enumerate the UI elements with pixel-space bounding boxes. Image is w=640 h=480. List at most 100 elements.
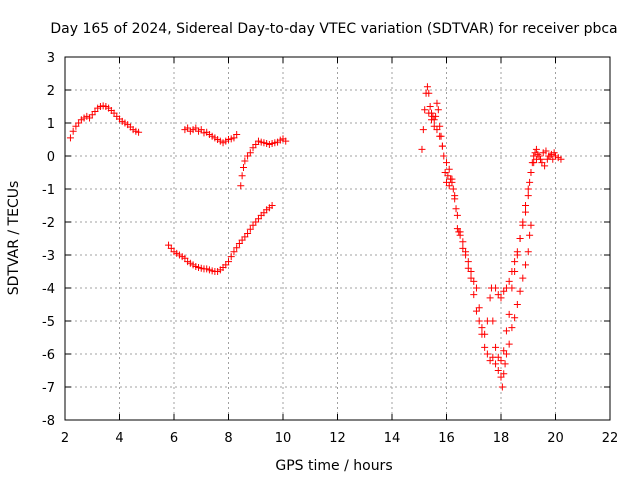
data-point [530, 152, 538, 160]
data-point [489, 317, 497, 325]
data-point [526, 178, 534, 186]
data-point [426, 103, 434, 110]
x-tick-label: 12 [329, 431, 346, 446]
data-point [433, 126, 441, 134]
series-seg-a [66, 102, 143, 142]
data-point [433, 99, 441, 107]
data-point [464, 264, 472, 272]
x-tick-label: 22 [602, 431, 619, 446]
data-point [436, 132, 444, 140]
data-point [537, 155, 545, 163]
data-point [268, 202, 276, 209]
data-point [527, 169, 535, 176]
data-point [432, 112, 440, 120]
data-point [425, 89, 433, 97]
data-point [467, 274, 475, 282]
y-tick-label: -5 [42, 315, 55, 330]
y-tick-label: -2 [42, 216, 55, 231]
y-tick-label: 0 [47, 150, 55, 165]
x-tick-label: 4 [115, 431, 123, 446]
data-point [459, 244, 467, 252]
y-tick-label: 3 [47, 51, 55, 66]
data-point [526, 231, 534, 239]
y-tick-label: -8 [42, 414, 55, 429]
data-point [246, 225, 254, 233]
data-point [513, 301, 521, 308]
data-point [550, 149, 558, 157]
data-point [498, 383, 506, 391]
x-tick-label: 20 [547, 431, 564, 446]
data-point [483, 350, 491, 358]
data-point [500, 347, 508, 355]
x-tick-label: 14 [384, 431, 401, 446]
data-point [505, 277, 513, 285]
x-tick-label: 2 [61, 431, 69, 446]
y-tick-label: -7 [42, 381, 55, 396]
data-point [505, 340, 513, 348]
data-point [557, 155, 565, 163]
data-point [541, 162, 549, 170]
data-point [423, 83, 431, 91]
data-point [428, 116, 436, 124]
y-tick-label: 1 [47, 117, 55, 132]
data-point [500, 370, 508, 378]
x-tick-label: 8 [224, 431, 232, 446]
data-point [69, 127, 77, 135]
data-point [449, 185, 457, 193]
series-seg-c [181, 124, 241, 147]
data-point [475, 317, 483, 325]
data-point [472, 307, 480, 315]
data-point [227, 253, 235, 261]
data-point [462, 251, 470, 259]
data-point [282, 137, 290, 145]
data-point [438, 142, 446, 150]
data-point [508, 268, 516, 275]
data-point [459, 238, 467, 246]
data-point [244, 230, 252, 238]
x-tick-label: 6 [170, 431, 178, 446]
y-axis: -8 -7 -6 -5 -4 -3 -2 -1 0 1 2 3 [42, 51, 610, 429]
data-point [418, 145, 426, 153]
y-tick-label: -3 [42, 249, 55, 264]
data-point [434, 106, 442, 114]
data-point [478, 324, 486, 332]
y-tick-label: -4 [42, 282, 55, 297]
data-point [425, 109, 433, 117]
data-point [542, 147, 550, 155]
data-point [527, 221, 535, 229]
data-point [502, 284, 510, 292]
data-point [230, 248, 238, 256]
data-point [528, 159, 536, 167]
data-point [508, 324, 516, 332]
data-point [66, 134, 74, 142]
data-point [532, 145, 540, 153]
data-point [522, 261, 530, 269]
data-point [489, 353, 497, 361]
data-point [519, 221, 527, 229]
data-point [524, 248, 532, 256]
data-points [66, 83, 565, 391]
data-point [502, 327, 510, 335]
series-seg-b [165, 202, 276, 275]
data-point [524, 185, 532, 193]
data-point [233, 244, 241, 252]
data-point [492, 343, 500, 351]
grid [65, 57, 610, 420]
data-point [445, 165, 453, 173]
data-point [513, 248, 521, 256]
y-tick-label: -1 [42, 183, 55, 198]
data-point [519, 274, 527, 282]
data-point [452, 205, 460, 213]
data-point [524, 192, 532, 200]
x-axis: 2 4 6 8 10 12 14 16 18 20 22 [61, 57, 618, 446]
data-point [481, 343, 489, 351]
data-point [456, 228, 464, 236]
data-point [451, 195, 459, 203]
data-point [497, 357, 505, 365]
data-point [443, 159, 450, 167]
data-point [448, 175, 456, 183]
x-tick-label: 10 [275, 431, 292, 446]
data-point [440, 152, 448, 160]
data-point [241, 157, 249, 165]
